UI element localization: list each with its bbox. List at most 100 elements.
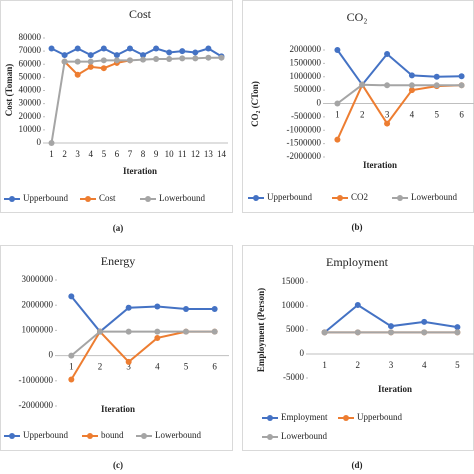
x-tick-label: 3: [385, 110, 390, 120]
caption: (a): [113, 223, 124, 233]
point: [125, 304, 132, 311]
point: [74, 45, 81, 52]
point: [321, 329, 328, 336]
point: [153, 45, 160, 52]
y-tick-label: 2000000: [290, 44, 322, 54]
legend-label: Lowerbound: [281, 431, 327, 441]
point: [192, 55, 199, 62]
point: [205, 45, 212, 52]
legend-label: Upperbound: [357, 412, 402, 422]
x-tick-label: 1: [49, 149, 54, 159]
series-line: [336, 82, 462, 141]
x-tick-label: 3: [75, 149, 80, 159]
x-axis-label: Iteration: [378, 384, 412, 394]
x-tick-label: 11: [178, 149, 187, 159]
y-tick-label: 0: [37, 137, 42, 147]
point: [113, 57, 120, 64]
x-tick-label: 3: [389, 360, 394, 370]
x-tick-label: 2: [62, 149, 67, 159]
point: [421, 318, 428, 325]
x-tick-label: 6: [459, 110, 464, 120]
point: [458, 82, 465, 89]
y-tick-label: -500000: [291, 111, 321, 121]
point: [421, 329, 428, 336]
point: [68, 293, 75, 300]
panel-border: [0, 245, 233, 451]
x-tick-label: 10: [165, 149, 175, 159]
x-tick-label: 13: [204, 149, 214, 159]
legend-label: Upperbound: [267, 192, 312, 202]
caption: (d): [352, 460, 363, 470]
point: [68, 352, 75, 359]
legend-label: Upperbound: [23, 430, 68, 440]
caption: (b): [352, 222, 363, 232]
point: [68, 376, 75, 383]
chart-title: Energy: [101, 254, 135, 268]
point: [454, 324, 461, 331]
point: [359, 81, 366, 88]
legend-label: Lowerbound: [159, 193, 205, 203]
x-tick-label: 4: [422, 360, 427, 370]
series-line: [336, 83, 462, 105]
x-axis-label: Iteration: [123, 166, 157, 176]
point: [183, 328, 189, 335]
legend-marker: [9, 433, 15, 439]
point: [154, 334, 161, 341]
point: [334, 100, 341, 107]
x-tick-label: 7: [128, 149, 133, 159]
y-tick-label: 2000000: [22, 299, 54, 309]
point: [153, 56, 160, 62]
point: [433, 82, 440, 89]
point: [192, 49, 199, 56]
y-tick-label: 5000: [286, 324, 305, 334]
point: [87, 58, 94, 65]
point: [166, 56, 173, 62]
y-tick-label: 60000: [19, 58, 42, 68]
x-tick-label: 5: [184, 362, 189, 372]
x-axis-label: Iteration: [101, 404, 135, 414]
series-line: [50, 56, 222, 144]
point: [334, 136, 341, 143]
x-tick-label: 5: [455, 360, 460, 370]
point: [179, 55, 186, 62]
x-tick-label: 3: [126, 362, 131, 372]
y-tick-label: -1000000: [287, 124, 322, 134]
point: [100, 57, 107, 64]
legend-marker: [145, 196, 151, 202]
y-tick-label: 1000000: [22, 324, 54, 334]
point: [354, 329, 361, 336]
y-axis-label: Employment (Person): [256, 288, 266, 372]
x-tick-label: 9: [154, 149, 159, 159]
point: [183, 305, 189, 312]
legend-label: Lowerbound: [411, 192, 457, 202]
legend-label: Lowerbound: [155, 430, 201, 440]
series-line: [70, 295, 215, 334]
y-axis-label: CO₂ (CTon): [250, 81, 260, 127]
y-tick-label: -2000000: [287, 151, 322, 161]
point: [408, 72, 415, 79]
y-tick-label: 20000: [19, 111, 42, 121]
y-tick-label: 10000: [19, 124, 42, 134]
y-tick-label: 30000: [19, 98, 42, 108]
y-tick-label: 40000: [19, 85, 42, 95]
y-tick-label: 80000: [19, 32, 42, 42]
point: [179, 48, 186, 55]
x-tick-label: 1: [69, 362, 74, 372]
point: [354, 302, 361, 309]
legend-marker: [343, 415, 349, 421]
series-line: [70, 330, 215, 357]
series-line: [336, 49, 462, 87]
point: [48, 140, 55, 146]
point: [334, 47, 341, 53]
point: [408, 82, 415, 89]
y-tick-label: -5000: [283, 372, 304, 382]
x-tick-label: 5: [435, 110, 440, 120]
point: [87, 63, 94, 70]
legend-marker: [85, 196, 91, 202]
x-tick-label: 1: [322, 360, 327, 370]
x-tick-label: 1: [335, 110, 340, 120]
y-tick-label: 15000: [282, 276, 305, 286]
point: [384, 51, 391, 58]
point: [113, 52, 120, 59]
point: [125, 328, 132, 335]
